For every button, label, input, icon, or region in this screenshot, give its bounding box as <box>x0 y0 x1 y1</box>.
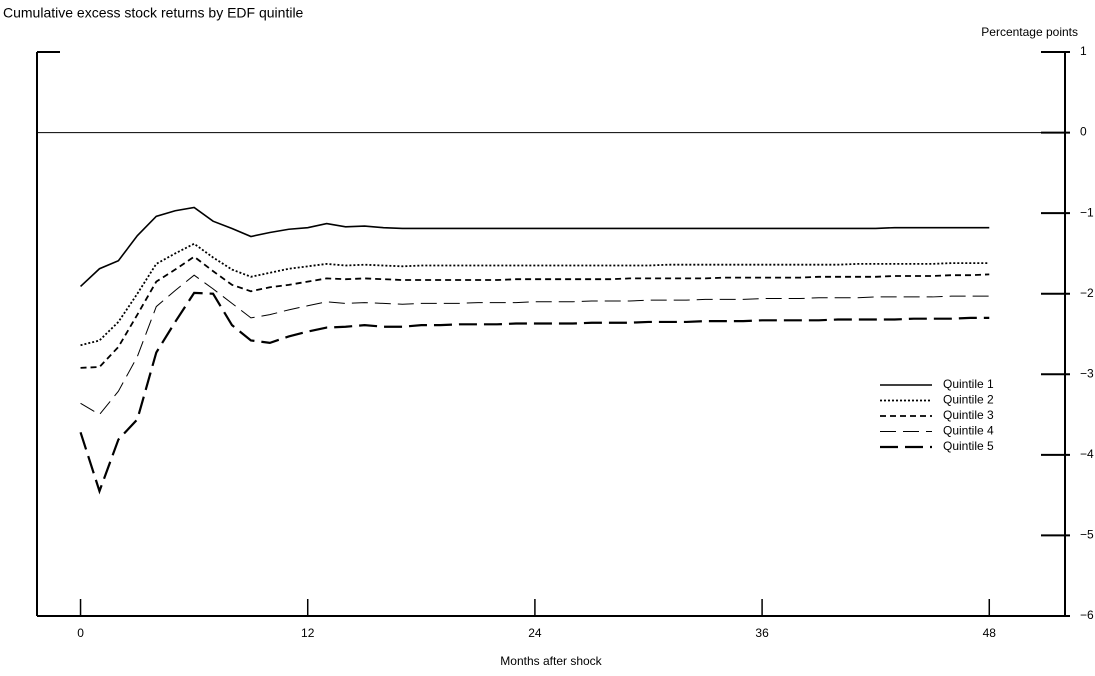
y-tick-label: −5 <box>1080 528 1094 542</box>
series-line <box>80 274 990 416</box>
x-tick-label: 24 <box>528 626 542 640</box>
legend-label: Quintile 3 <box>943 408 994 422</box>
legend-label: Quintile 5 <box>943 439 994 453</box>
series-line <box>80 242 990 347</box>
y-axis-label: Percentage points <box>981 25 1078 39</box>
y-tick-label: 1 <box>1080 44 1087 58</box>
y-tick-label: −2 <box>1080 286 1094 300</box>
y-tick-label: 0 <box>1080 125 1087 139</box>
chart-title: Cumulative excess stock returns by EDF q… <box>3 5 304 21</box>
legend-label: Quintile 2 <box>943 393 994 407</box>
y-tick-label: −1 <box>1080 205 1094 219</box>
y-tick-label: −3 <box>1080 366 1094 380</box>
y-tick-label: −6 <box>1080 608 1094 622</box>
series-line <box>80 255 990 369</box>
x-tick-label: 12 <box>301 626 315 640</box>
x-tick-label: 0 <box>77 626 84 640</box>
x-axis-label: Months after shock <box>500 654 602 668</box>
legend-label: Quintile 1 <box>943 377 994 391</box>
legend-label: Quintile 4 <box>943 424 994 438</box>
x-tick-label: 48 <box>983 626 997 640</box>
series-line <box>79 206 990 288</box>
x-tick-label: 36 <box>755 626 769 640</box>
y-tick-label: −4 <box>1080 447 1094 461</box>
series-line <box>79 291 990 495</box>
